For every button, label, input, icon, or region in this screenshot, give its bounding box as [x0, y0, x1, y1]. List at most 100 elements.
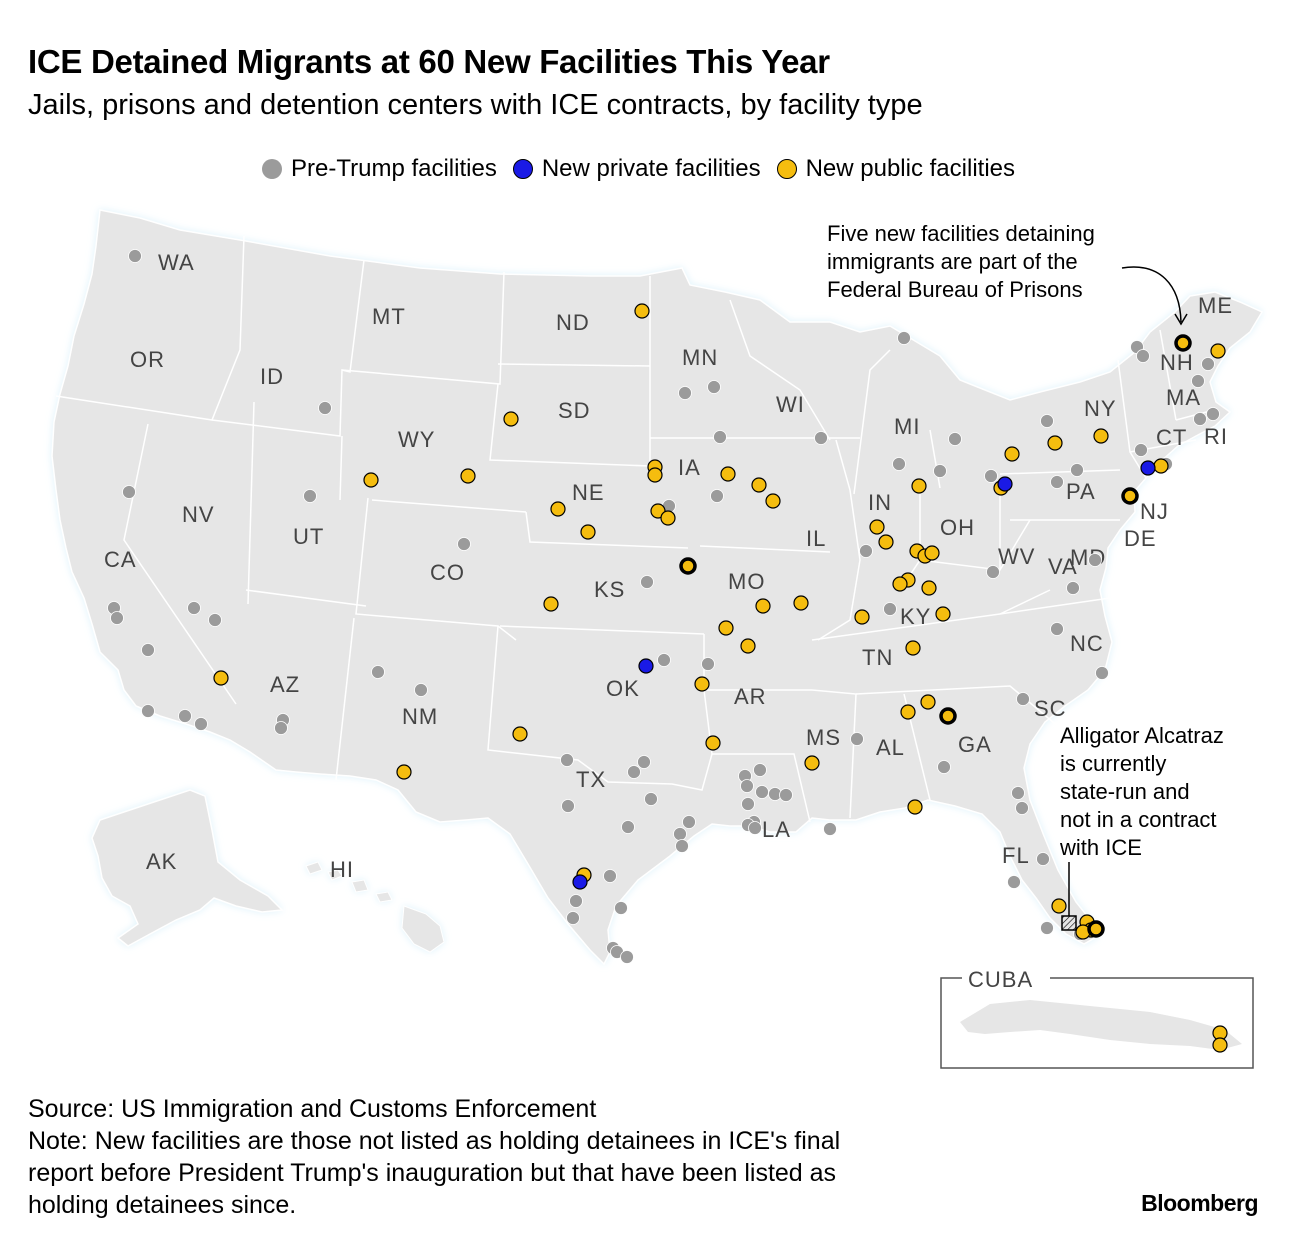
state-label-nc: NC — [1070, 631, 1104, 656]
bop-facility-marker-1 — [1174, 334, 1192, 352]
new-public-facility-marker-52 — [1212, 1037, 1228, 1053]
legend-label-new-public: New public facilities — [805, 155, 1015, 182]
hawaii-shape — [305, 861, 445, 953]
state-borders — [55, 235, 1215, 823]
state-label-ia: IA — [678, 455, 701, 480]
pre-trump-facility-marker-83 — [984, 469, 998, 483]
pre-trump-facility-marker-48 — [748, 821, 762, 835]
bop-annotation-line-1: Five new facilities detaining — [827, 221, 1095, 246]
legend: Pre-Trump facilities New private facilit… — [262, 152, 1031, 186]
pre-trump-facility-marker-13 — [194, 717, 208, 731]
pre-trump-facility-marker-71 — [1016, 692, 1030, 706]
pre-trump-facility-marker-37 — [682, 815, 696, 829]
pre-trump-facility-marker-56 — [603, 869, 617, 883]
new-public-facility-marker-45 — [1153, 458, 1169, 474]
state-label-ca: CA — [104, 547, 137, 572]
state-label-la: LA — [762, 817, 791, 842]
state-label-de: DE — [1124, 526, 1157, 551]
new-public-facility-marker-42 — [1047, 435, 1063, 451]
state-label-or: OR — [130, 347, 165, 372]
pre-trump-facility-marker-31 — [561, 799, 575, 813]
pre-trump-facility-marker-24 — [710, 489, 724, 503]
pre-trump-facility-marker-38 — [675, 839, 689, 853]
pre-trump-facility-marker-35 — [621, 820, 635, 834]
note-line-2: report before President Trump's inaugura… — [28, 1159, 837, 1187]
new-public-facility-marker-25 — [869, 519, 885, 535]
pre-trump-facility-marker-76 — [1036, 852, 1050, 866]
alaska-shape — [91, 789, 284, 947]
pre-trump-facility-marker-30 — [560, 753, 574, 767]
state-label-in: IN — [868, 490, 892, 515]
state-label-fl: FL — [1002, 843, 1030, 868]
state-label-ct: CT — [1156, 425, 1187, 450]
state-label-nm: NM — [402, 704, 438, 729]
cuba-inset: CUBA — [940, 966, 1254, 1069]
bop-annotation: Five new facilities detaining immigrants… — [827, 221, 1101, 302]
pre-trump-facility-marker-59 — [1136, 349, 1150, 363]
pre-trump-facility-marker-44 — [779, 788, 793, 802]
alligator-annotation-line-2: is currently — [1060, 751, 1166, 776]
pre-trump-facility-marker-70 — [1095, 666, 1109, 680]
cuba-label-background — [962, 966, 1050, 992]
new-private-facility-marker-2 — [997, 476, 1013, 492]
pre-trump-facility-marker-5 — [457, 537, 471, 551]
state-label-pa: PA — [1066, 479, 1096, 504]
legend-label-new-private: New private facilities — [541, 155, 761, 182]
bop-facility-marker-5 — [1087, 920, 1105, 938]
new-public-facility-marker-33 — [921, 580, 937, 596]
pre-trump-facility-marker-82 — [948, 432, 962, 446]
new-public-facility-marker-14 — [543, 596, 559, 612]
pre-trump-facility-marker-75 — [1015, 801, 1029, 815]
new-public-facility-marker-15 — [718, 620, 734, 636]
new-public-facility-marker-20 — [705, 735, 721, 751]
pre-trump-facility-marker-27 — [859, 544, 873, 558]
state-label-ok: OK — [606, 676, 640, 701]
alligator-annotation-line-1: Alligator Alcatraz — [1060, 723, 1224, 748]
gray-dot-icon — [262, 159, 282, 179]
pre-trump-facility-marker-73 — [937, 760, 951, 774]
pre-trump-facility-marker-57 — [897, 331, 911, 345]
new-public-facility-marker-27 — [911, 478, 927, 494]
state-label-oh: OH — [940, 515, 975, 540]
state-label-ks: KS — [594, 577, 625, 602]
state-label-tx: TX — [576, 767, 606, 792]
state-label-mo: MO — [728, 569, 765, 594]
pre-trump-facility-marker-12 — [178, 709, 192, 723]
pre-trump-facility-marker-1 — [128, 249, 142, 263]
legend-item-pre-trump: Pre-Trump facilities — [262, 155, 497, 183]
alligator-alcatraz-annotation: Alligator Alcatraz is currently state-ru… — [1059, 723, 1230, 860]
state-label-il: IL — [806, 526, 826, 551]
new-public-facility-marker-11 — [580, 524, 596, 540]
pre-trump-facility-marker-42 — [755, 785, 769, 799]
cuba-inset-label: CUBA — [968, 967, 1033, 992]
pre-trump-facility-marker-28 — [883, 602, 897, 616]
state-label-sc: SC — [1034, 696, 1067, 721]
pre-trump-facility-marker-66 — [1050, 475, 1064, 489]
new-public-facility-marker-19 — [694, 676, 710, 692]
pre-trump-facility-marker-15 — [274, 721, 288, 735]
pre-trump-facility-marker-3 — [122, 485, 136, 499]
legend-item-new-public: New public facilities — [776, 155, 1015, 183]
state-label-ar: AR — [734, 684, 767, 709]
new-public-facility-marker-16 — [740, 638, 756, 654]
note-line-1: Note: New facilities are those not liste… — [28, 1127, 841, 1155]
pre-trump-facilities — [107, 249, 1220, 964]
state-label-wi: WI — [776, 392, 805, 417]
pre-trump-facility-marker-33 — [637, 755, 651, 769]
bop-annotation-line-3: Federal Bureau of Prisons — [827, 277, 1083, 302]
pre-trump-facility-marker-64 — [1040, 414, 1054, 428]
state-label-wa: WA — [158, 250, 195, 275]
footer: Source: US Immigration and Customs Enfor… — [28, 1093, 1008, 1221]
pre-trump-facility-marker-16 — [371, 665, 385, 679]
pre-trump-facility-marker-11 — [141, 704, 155, 718]
new-public-facility-marker-22 — [396, 764, 412, 780]
contiguous-us-shape — [51, 209, 1264, 966]
alligator-alcatraz-marker — [1061, 915, 1077, 931]
new-public-facility-marker-10 — [550, 501, 566, 517]
bop-annotation-line-2: immigrants are part of the — [827, 249, 1078, 274]
pre-trump-facility-marker-45 — [741, 797, 755, 811]
pre-trump-facility-marker-18 — [640, 575, 654, 589]
pre-trump-facility-marker-29 — [850, 732, 864, 746]
state-label-ri: RI — [1204, 424, 1228, 449]
new-public-facility-marker-17 — [755, 598, 771, 614]
